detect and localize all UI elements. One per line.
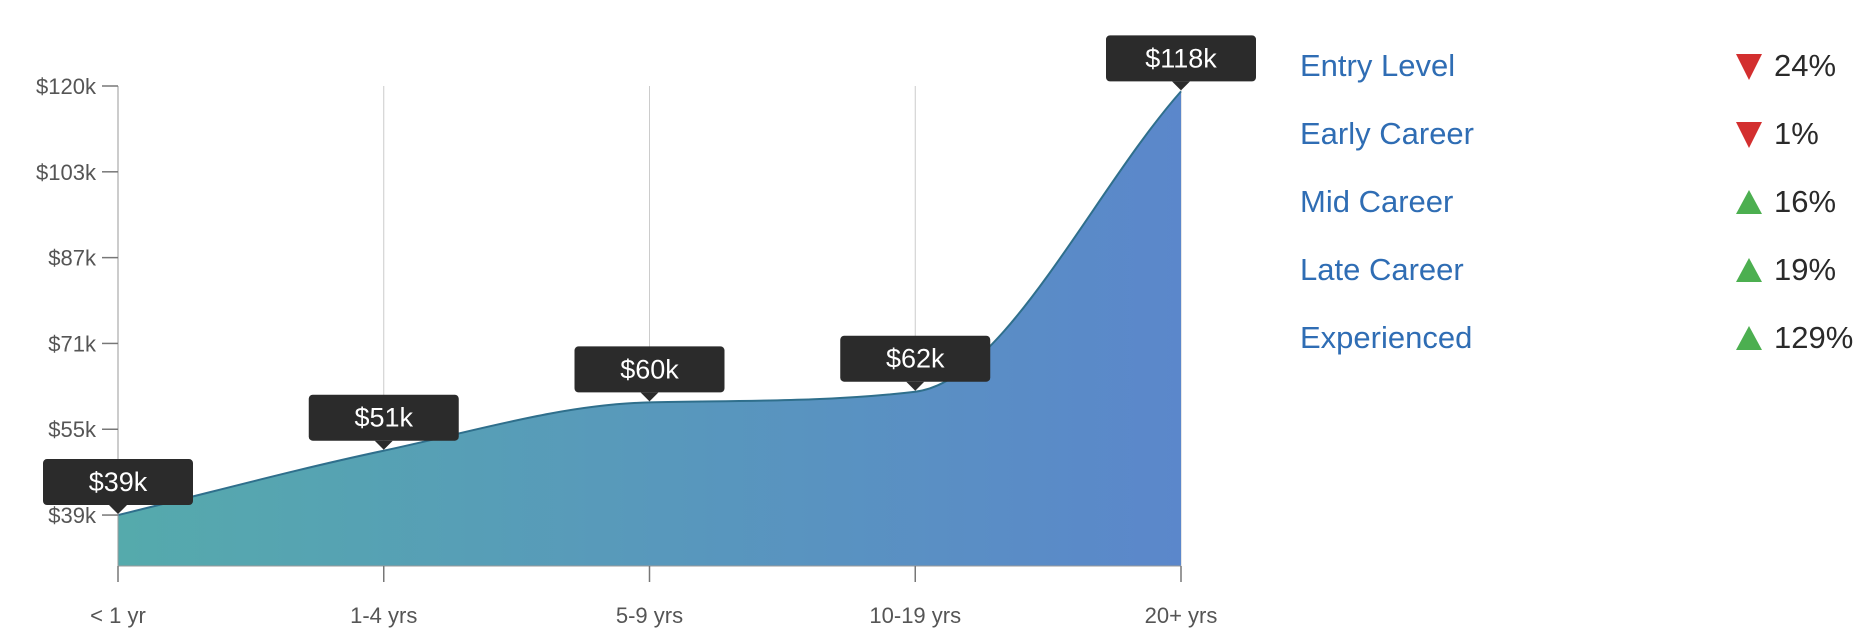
legend-item-experienced[interactable]: Experienced 129%	[1300, 316, 1860, 384]
legend-change: 129%	[1774, 320, 1854, 355]
salary-line	[117, 90, 1182, 517]
legend-label[interactable]: Late Career	[1300, 252, 1464, 287]
legend-change: 24%	[1774, 48, 1837, 83]
y-tick-label: $55k	[48, 417, 97, 442]
down-arrow-icon	[1736, 54, 1762, 80]
axes: $39k $55k $71k $87k $103k $120k < 1 yr 1-4 yrs 5…	[36, 74, 1217, 628]
legend-item-early-career[interactable]: Early Career 1%	[1300, 112, 1860, 180]
data-label-pointer	[906, 381, 925, 391]
x-tick-label: 10-19 yrs	[869, 603, 961, 628]
data-label: $51k	[308, 394, 459, 450]
legend-item-entry-level[interactable]: Entry Level 24%	[1300, 44, 1860, 112]
data-label-pointer	[109, 505, 127, 515]
x-tick-label: 5-9 yrs	[616, 603, 683, 628]
legend-change: 16%	[1774, 184, 1837, 219]
salary-area	[118, 91, 1181, 566]
data-label: $39k	[43, 459, 193, 515]
x-tick-label: 20+ yrs	[1145, 603, 1218, 628]
data-label-box	[574, 346, 725, 393]
data-label-box	[308, 394, 459, 441]
y-tick-label: $120k	[36, 74, 97, 99]
data-label: $118k	[1106, 35, 1256, 91]
y-tick-label: $87k	[48, 246, 97, 271]
legend-label[interactable]: Mid Career	[1300, 184, 1454, 219]
data-label-box	[1106, 35, 1256, 82]
data-label-box	[840, 335, 991, 382]
x-tick-label: < 1 yr	[90, 603, 146, 628]
legend-item-late-career[interactable]: Late Career 19%	[1300, 248, 1860, 316]
legend-item-mid-career[interactable]: Mid Career 16%	[1300, 180, 1860, 248]
up-arrow-icon	[1736, 190, 1762, 214]
y-tick-label: $71k	[48, 331, 97, 356]
up-arrow-icon	[1736, 258, 1762, 282]
data-label: $60k	[574, 346, 725, 402]
legend-label[interactable]: Early Career	[1300, 116, 1474, 151]
legend-change: 19%	[1774, 252, 1837, 287]
data-label-text: $39k	[89, 467, 148, 497]
data-label-text: $62k	[886, 344, 945, 374]
legend-label[interactable]: Experienced	[1300, 320, 1473, 355]
data-label-text: $51k	[354, 403, 413, 433]
data-label-pointer	[374, 440, 393, 450]
data-label-box	[43, 459, 193, 506]
data-label-pointer	[640, 392, 659, 402]
data-labels: $39k $51k $60k $62k $118k	[43, 35, 1256, 515]
data-label: $62k	[840, 335, 991, 391]
data-label-text: $118k	[1145, 43, 1217, 73]
down-arrow-icon	[1736, 122, 1762, 148]
x-tick-label: 1-4 yrs	[350, 603, 417, 628]
legend: Entry Level 24% Early Career 1% Mid Care…	[1300, 44, 1860, 384]
legend-change: 1%	[1774, 116, 1819, 151]
y-tick-label: $103k	[36, 160, 97, 185]
up-arrow-icon	[1736, 326, 1762, 350]
y-tick-label: $39k	[48, 503, 97, 528]
legend-label[interactable]: Entry Level	[1300, 48, 1456, 83]
data-label-pointer	[1172, 81, 1190, 91]
data-label-text: $60k	[620, 354, 679, 384]
